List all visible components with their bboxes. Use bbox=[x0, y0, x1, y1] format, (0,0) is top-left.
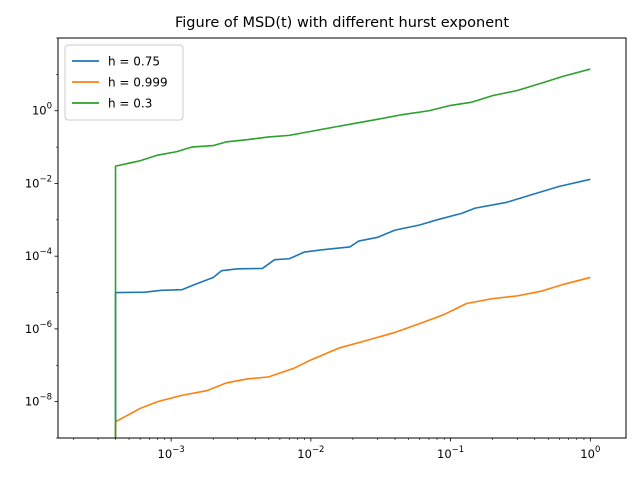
legend-label-2: h = 0.999 bbox=[108, 76, 168, 90]
x-tick-label: 10−3 bbox=[158, 445, 185, 461]
legend-label-3: h = 0.3 bbox=[108, 97, 152, 111]
series-line-3 bbox=[114, 68, 591, 438]
x-tick-label: 100 bbox=[580, 445, 600, 461]
y-tick-label: 10−6 bbox=[25, 320, 52, 336]
y-axis: 10−8 10−6 10−4 10−2 100 bbox=[25, 37, 58, 439]
y-tick-label: 10−4 bbox=[25, 247, 52, 263]
series-line-1 bbox=[114, 178, 591, 438]
series-line-2 bbox=[114, 276, 591, 438]
x-axis: 10−3 10−2 10−1 100 bbox=[73, 438, 600, 461]
plot-frame bbox=[57, 37, 627, 439]
plot-area bbox=[114, 68, 591, 438]
x-tick-label: 10−2 bbox=[297, 445, 324, 461]
y-tick-label: 10−2 bbox=[25, 174, 52, 190]
legend: h = 0.75 h = 0.999 h = 0.3 bbox=[64, 44, 184, 121]
x-tick-label: 10−1 bbox=[437, 445, 464, 461]
legend-box bbox=[64, 44, 184, 121]
chart-title: Figure of MSD(t) with different hurst ex… bbox=[175, 15, 509, 31]
legend-label-1: h = 0.75 bbox=[108, 55, 160, 69]
y-tick-label: 100 bbox=[32, 102, 52, 118]
y-tick-label: 10−8 bbox=[25, 393, 52, 409]
